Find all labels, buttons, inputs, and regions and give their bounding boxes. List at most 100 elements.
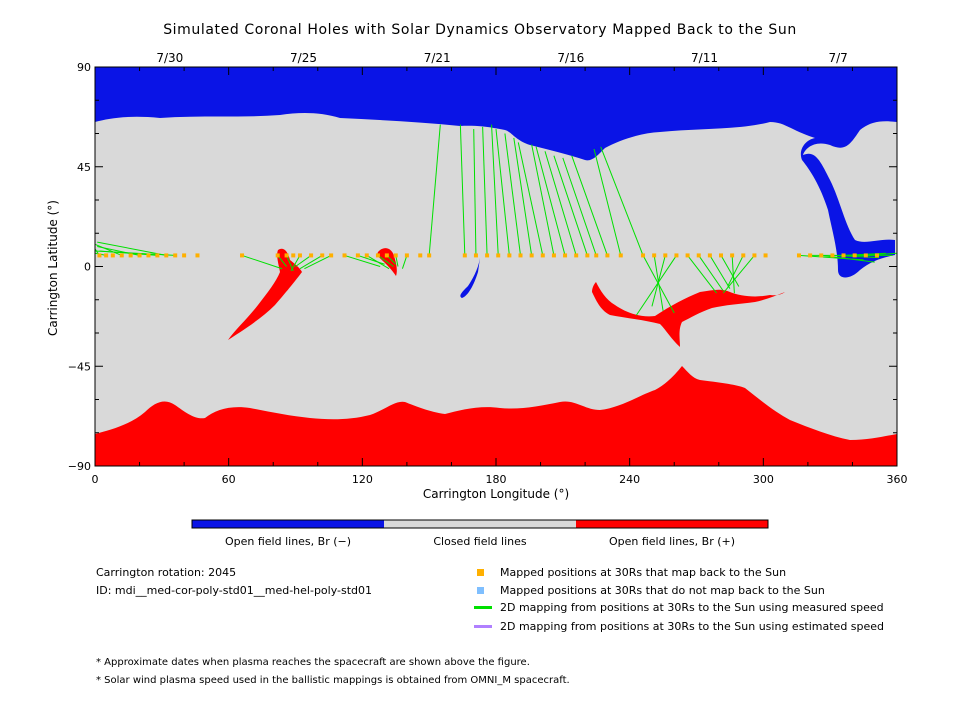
mapped-point bbox=[393, 253, 398, 258]
mapped-point bbox=[240, 253, 245, 258]
mapping-line bbox=[377, 255, 394, 267]
legend-unmapped-label: Mapped positions at 30Rs that do not map… bbox=[500, 584, 825, 597]
mapped-point bbox=[284, 253, 289, 258]
legend-estimated-label: 2D mapping from positions at 30Rs to the… bbox=[500, 620, 885, 633]
date-tick-label: 7/7 bbox=[829, 51, 848, 65]
mapped-point bbox=[863, 253, 868, 258]
chart-title: Simulated Coronal Holes with Solar Dynam… bbox=[163, 22, 797, 38]
mapped-point bbox=[97, 253, 102, 258]
mapped-point bbox=[763, 253, 768, 258]
mapped-point bbox=[128, 253, 133, 258]
mapping-line bbox=[401, 255, 408, 269]
mapped-point bbox=[275, 253, 280, 258]
y-tick-label: 45 bbox=[77, 161, 91, 174]
legend-mapped-label: Mapped positions at 30Rs that map back t… bbox=[500, 566, 787, 579]
mapping-line bbox=[94, 250, 176, 256]
mapping-line bbox=[727, 255, 744, 287]
mapped-point bbox=[137, 253, 142, 258]
legend-mapped-swatch bbox=[477, 569, 484, 576]
date-tick-label: 7/30 bbox=[156, 51, 183, 65]
mapped-point bbox=[605, 253, 610, 258]
mapping-line bbox=[821, 254, 875, 263]
colorbar-label-positive: Open field lines, Br (+) bbox=[608, 535, 736, 548]
mapped-point bbox=[146, 253, 151, 258]
mapping-line bbox=[473, 129, 477, 256]
mapping-line bbox=[304, 254, 332, 270]
mapped-point bbox=[574, 253, 579, 258]
y-tick-label: 90 bbox=[77, 61, 91, 74]
mapped-point bbox=[830, 253, 835, 258]
mapping-line bbox=[553, 155, 588, 256]
colorbar-label-closed: Closed field lines bbox=[433, 535, 527, 548]
mapping-line bbox=[495, 129, 510, 256]
mapping-line bbox=[459, 124, 466, 256]
mapped-point bbox=[551, 253, 556, 258]
negative-hole-small bbox=[460, 258, 480, 298]
y-axis-label: Carrington Latitude (°) bbox=[46, 200, 60, 336]
y-tick-label: 0 bbox=[84, 261, 91, 274]
mapped-point bbox=[707, 253, 712, 258]
mapped-point bbox=[155, 253, 160, 258]
mapped-point bbox=[685, 253, 690, 258]
mapped-point bbox=[796, 253, 801, 258]
mapping-line bbox=[562, 157, 597, 256]
mapped-point bbox=[874, 253, 879, 258]
mapped-point bbox=[462, 253, 467, 258]
mapped-point bbox=[309, 253, 314, 258]
mapping-line bbox=[722, 255, 755, 294]
footnote-speed: * Solar wind plasma speed used in the ba… bbox=[96, 675, 570, 686]
mapped-point bbox=[364, 253, 369, 258]
legend-estimated-swatch bbox=[474, 625, 492, 628]
mapping-line bbox=[593, 148, 622, 256]
mapping-line bbox=[517, 142, 544, 256]
date-tick-label: 7/21 bbox=[424, 51, 451, 65]
mapping-line bbox=[687, 255, 717, 294]
mapped-point bbox=[320, 253, 325, 258]
carrington-rotation: Carrington rotation: 2045 bbox=[96, 566, 237, 579]
positive-hole-86 bbox=[228, 248, 302, 340]
colorbar-segment bbox=[192, 520, 384, 528]
mapping-line bbox=[865, 252, 898, 256]
x-tick-label: 300 bbox=[753, 473, 774, 486]
mapped-point bbox=[173, 253, 178, 258]
mapped-point bbox=[518, 253, 523, 258]
legend-measured-swatch bbox=[474, 606, 492, 609]
mapped-point bbox=[404, 253, 409, 258]
mapped-point bbox=[485, 253, 490, 258]
mapped-point bbox=[104, 253, 109, 258]
mapping-line bbox=[504, 133, 522, 256]
mapped-point bbox=[719, 253, 724, 258]
x-tick-label: 120 bbox=[352, 473, 373, 486]
mapping-line bbox=[357, 254, 385, 265]
mapped-point bbox=[674, 253, 679, 258]
mapped-point bbox=[841, 253, 846, 258]
mapping-line bbox=[531, 144, 555, 256]
colorbar bbox=[191, 519, 769, 529]
mapped-points bbox=[97, 253, 879, 258]
mapped-point bbox=[427, 253, 432, 258]
mapped-point bbox=[741, 253, 746, 258]
date-tick-labels: 7/30 7/25 7/21 7/16 7/11 7/7 bbox=[156, 51, 847, 65]
y-tick-label: −90 bbox=[68, 460, 91, 473]
x-tick-label: 360 bbox=[887, 473, 908, 486]
x-tick-label: 180 bbox=[486, 473, 507, 486]
legend-measured-label: 2D mapping from positions at 30Rs to the… bbox=[500, 601, 884, 614]
mapping-line bbox=[600, 146, 644, 256]
mapping-line bbox=[344, 254, 381, 267]
mapped-point bbox=[641, 253, 646, 258]
mapped-point bbox=[291, 253, 296, 258]
mapped-point bbox=[563, 253, 568, 258]
mapped-point bbox=[507, 253, 512, 258]
mapping-line bbox=[295, 255, 312, 267]
mapping-line bbox=[653, 255, 664, 311]
mapping-line bbox=[241, 254, 283, 270]
mapped-point bbox=[355, 253, 360, 258]
north-polar-hole bbox=[95, 67, 897, 278]
mapped-point bbox=[652, 253, 657, 258]
mapping-line bbox=[720, 255, 740, 287]
x-axis-label: Carrington Longitude (°) bbox=[423, 487, 569, 501]
colorbar-segment bbox=[384, 520, 576, 528]
mapping-line bbox=[651, 255, 666, 307]
x-tick-label: 0 bbox=[92, 473, 99, 486]
